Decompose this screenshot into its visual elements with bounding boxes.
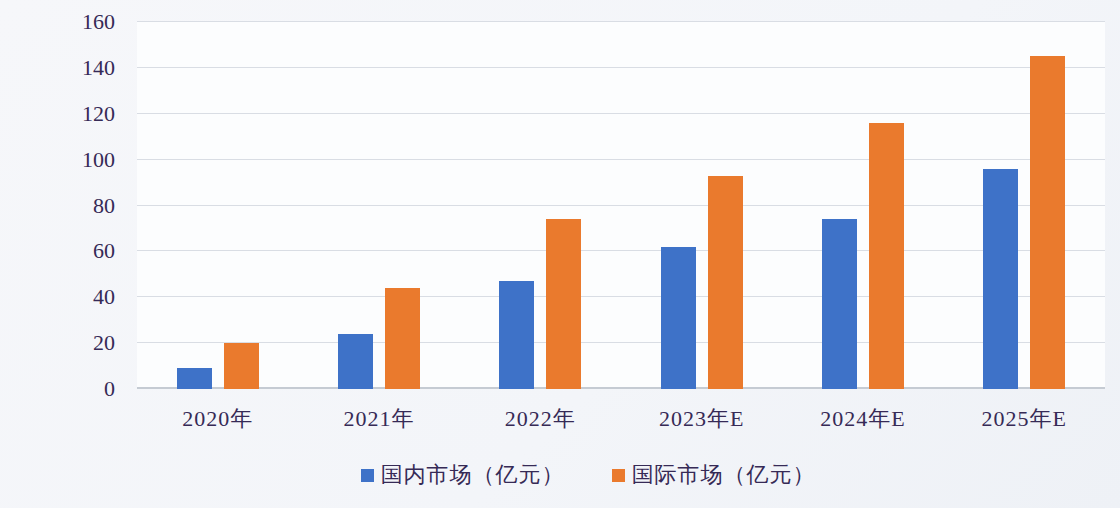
bar-series-area	[137, 22, 1105, 389]
legend-item: 国内市场（亿元）	[361, 460, 565, 490]
y-tick-label-120: 120	[82, 103, 115, 125]
x-tick-label: 2025年E	[944, 404, 1105, 434]
x-tick-label: 2020年	[137, 404, 298, 434]
x-tick-label: 2024年E	[782, 404, 943, 434]
legend: 国内市场（亿元） 国际市场（亿元）	[56, 460, 1120, 490]
bar-group-2021年	[298, 22, 459, 389]
y-tick-label-80: 80	[93, 195, 115, 217]
bar	[385, 288, 420, 389]
y-tick-label-0: 0	[104, 378, 115, 400]
x-axis-tick-labels: 2020年2021年2022年2023年E2024年E2025年E	[137, 404, 1105, 434]
legend-swatch-icon	[361, 469, 374, 482]
x-tick-label: 2023年E	[621, 404, 782, 434]
y-tick-label-160: 160	[82, 11, 115, 33]
bar-group-2025年E	[944, 22, 1105, 389]
y-tick-label-140: 140	[82, 57, 115, 79]
legend-swatch-icon	[612, 469, 625, 482]
y-tick-label-20: 20	[93, 332, 115, 354]
legend-label: 国际市场（亿元）	[632, 460, 816, 490]
bar	[224, 343, 259, 389]
plot-area	[137, 22, 1105, 389]
y-axis-tick-labels: 020406080100120140160	[0, 22, 115, 389]
x-tick-label: 2022年	[460, 404, 621, 434]
legend-label: 国内市场（亿元）	[381, 460, 565, 490]
bar-group-2023年E	[621, 22, 782, 389]
bar-group-2024年E	[782, 22, 943, 389]
bar	[546, 219, 581, 389]
y-tick-label-60: 60	[93, 240, 115, 262]
y-tick-label-100: 100	[82, 149, 115, 171]
bar	[1030, 56, 1065, 389]
bar	[661, 247, 696, 389]
x-tick-label: 2021年	[298, 404, 459, 434]
bar	[499, 281, 534, 389]
bar	[983, 169, 1018, 389]
bar	[708, 176, 743, 389]
bar	[338, 334, 373, 389]
bar-group-2020年	[137, 22, 298, 389]
bar-group-2022年	[460, 22, 621, 389]
y-tick-label-40: 40	[93, 286, 115, 308]
legend-item: 国际市场（亿元）	[612, 460, 816, 490]
market-size-bar-chart: 020406080100120140160 2020年2021年2022年202…	[0, 0, 1120, 508]
bar	[822, 219, 857, 389]
bar	[869, 123, 904, 389]
bar	[177, 368, 212, 389]
